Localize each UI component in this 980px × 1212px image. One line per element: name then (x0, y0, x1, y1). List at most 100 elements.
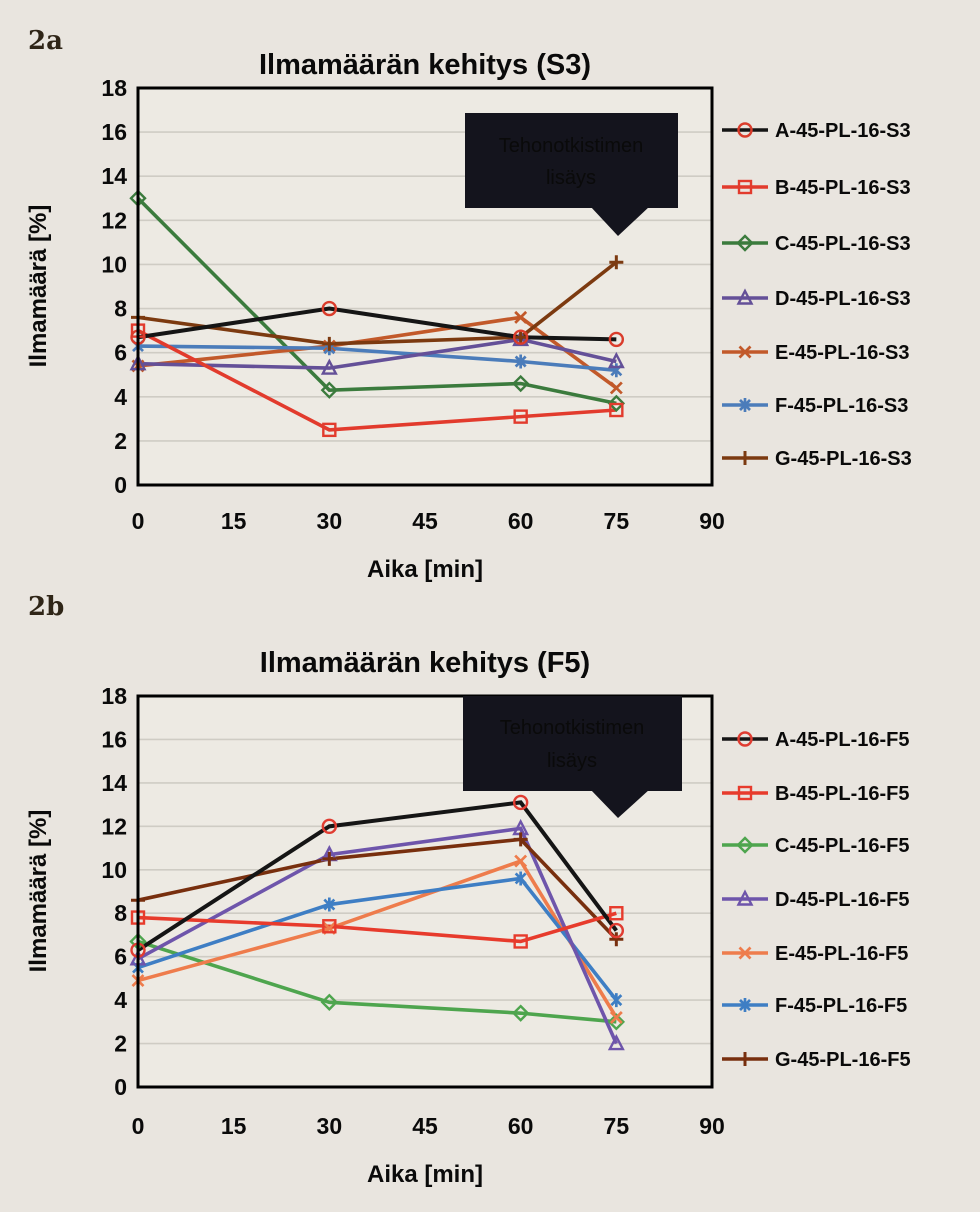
chart-title: Ilmamäärän kehitys (F5) (260, 647, 590, 679)
series-marker-diamond (511, 1004, 530, 1022)
series-marker-diamond (607, 1013, 626, 1031)
x-tick-label: 15 (221, 1113, 247, 1139)
series-marker-asterisk (514, 871, 527, 886)
plot-border (136, 694, 714, 1089)
plot-area-f5: 0 2 4 6 8 10 12 14 16 18 0 15 30 45 60 75 90 A-45-PL-16-F… (101, 683, 910, 1139)
y-tick-label: 14 (101, 770, 127, 796)
series-marker-asterisk (610, 993, 623, 1008)
legend-item: D-45-PL-16-S3 (722, 288, 911, 310)
y-tick-label: 2 (114, 1031, 127, 1057)
legend-marker-asterisk (739, 998, 751, 1012)
series-marker-plus (609, 932, 624, 947)
legend-marker-triangle (736, 288, 754, 305)
legend-marker-x (738, 345, 752, 359)
callout-box (463, 696, 682, 791)
x-tick-label: 60 (508, 508, 534, 534)
legend-item: G-45-PL-16-F5 (722, 1049, 911, 1071)
series-marker-square (513, 409, 528, 424)
series-marker-x (609, 381, 623, 395)
series-marker-circle (608, 331, 625, 348)
series-marker-square (609, 906, 624, 921)
y-tick-label: 18 (101, 683, 127, 709)
x-tick-label: 0 (132, 1113, 145, 1139)
y-tick-label: 14 (101, 163, 127, 189)
legend-marker-diamond (736, 234, 754, 252)
series-marker-circle (321, 818, 338, 835)
x-tick-label: 30 (317, 1113, 343, 1139)
legend-item: A-45-PL-16-F5 (722, 729, 909, 751)
y-tick-label: 6 (114, 340, 127, 366)
legend-item: E-45-PL-16-S3 (722, 342, 910, 364)
legend-item: D-45-PL-16-F5 (722, 889, 909, 911)
y-tick-label: 16 (101, 119, 127, 145)
legend-marker-circle (737, 731, 753, 747)
legend-marker-square (737, 179, 753, 195)
annotation-callout: Tehonotkistimen lisäys (463, 696, 682, 818)
y-tick-label: 2 (114, 428, 127, 454)
legend-marker-plus (738, 1052, 752, 1066)
legend-marker-square (737, 785, 753, 801)
legend-label: F-45-PL-16-F5 (775, 995, 907, 1017)
legend-marker-circle (737, 122, 753, 138)
callout-pointer (590, 789, 650, 818)
series-marker-square (322, 422, 337, 438)
series-line (137, 337, 617, 370)
x-axis-title: Aika [min] (367, 1161, 483, 1188)
y-tick-label: 12 (101, 813, 127, 839)
legend-item: G-45-PL-16-S3 (722, 448, 912, 470)
figure-label-2b: 2b (28, 592, 65, 622)
legend-item: E-45-PL-16-F5 (722, 943, 908, 965)
legend-item: F-45-PL-16-F5 (722, 995, 907, 1017)
series-marker-plus (513, 832, 528, 847)
series-marker-circle (321, 300, 338, 317)
series-marker-diamond (320, 993, 339, 1011)
series-marker-square (513, 934, 528, 949)
series-marker-x (514, 854, 528, 868)
y-axis-title: Ilmamäärä [%] (25, 810, 52, 973)
legend-label: E-45-PL-16-F5 (775, 943, 908, 965)
series-marker-plus (322, 851, 337, 866)
legend-item: C-45-PL-16-F5 (722, 835, 909, 857)
series-line (137, 911, 617, 944)
chart-f5: 0 2 4 6 8 10 12 14 16 18 0 15 30 45 60 75 90 A-45-PL-16-F… (25, 647, 911, 1188)
x-tick-label: 15 (221, 508, 247, 534)
legend-label: B-45-PL-16-S3 (775, 177, 911, 199)
series-marker-diamond (320, 381, 339, 399)
legend-marker-x (738, 946, 752, 960)
y-tick-label: 4 (114, 987, 127, 1013)
y-tick-label: 18 (101, 75, 127, 101)
series-marker-circle (512, 794, 529, 811)
legend-label: B-45-PL-16-F5 (775, 783, 909, 805)
series-marker-square (609, 402, 624, 418)
annotation-callout: Tehonotkistimen lisäys (465, 113, 678, 236)
series-line (137, 837, 618, 941)
series-marker-diamond (607, 394, 626, 413)
series-marker-circle (608, 922, 625, 939)
y-tick-label: 0 (114, 1074, 127, 1100)
callout-pointer (590, 206, 650, 236)
series-marker-plus (322, 336, 337, 351)
legend-marker-diamond (736, 836, 754, 854)
callout-text-line1: Tehonotkistimen (499, 135, 644, 157)
series-marker-triangle (320, 358, 338, 375)
chart-title: Ilmamäärän kehitys (S3) (259, 49, 591, 81)
legend-label: C-45-PL-16-S3 (775, 233, 911, 255)
chart-s3: 0 2 4 6 8 10 12 14 16 18 0 15 30 45 60 75 90 A-45-PL-16-S… (25, 49, 912, 583)
series-line (137, 306, 617, 342)
legend-label: F-45-PL-16-S3 (775, 395, 908, 417)
x-tick-label: 90 (699, 508, 725, 534)
callout-text-line2: lisäys (547, 750, 597, 772)
series-line (137, 315, 618, 390)
series-line (136, 800, 618, 952)
series-marker-asterisk (514, 354, 527, 369)
x-tick-label: 75 (604, 508, 630, 534)
y-tick-label: 6 (114, 944, 127, 970)
legend-marker-plus (738, 451, 752, 465)
y-tick-label: 10 (101, 251, 127, 277)
y-tick-label: 10 (101, 857, 127, 883)
legend-item: B-45-PL-16-F5 (722, 783, 909, 805)
series-marker-square (322, 919, 337, 934)
x-axis-title: Aika [min] (367, 556, 483, 583)
series-marker-triangle (607, 1033, 625, 1051)
y-axis-title: Ilmamäärä [%] (25, 205, 52, 368)
